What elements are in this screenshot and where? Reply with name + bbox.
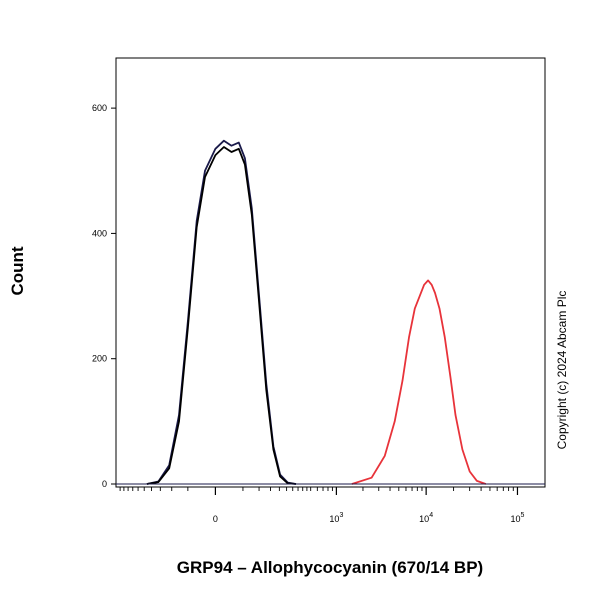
x-axis-ticks: 0 103 104 105 [119, 487, 525, 524]
x-tick-label-10000: 104 [419, 512, 433, 524]
y-tick-label-0: 0 [102, 479, 107, 489]
series-line-0 [146, 139, 297, 485]
copyright-notice: Copyright (c) 2024 Abcam Plc [555, 291, 569, 450]
x-tick-label-1000: 103 [329, 512, 343, 524]
series-line-1 [146, 146, 297, 485]
x-axis-title: GRP94 – Allophycocyanin (670/14 BP) [177, 558, 483, 577]
x-tick-label-0: 0 [213, 514, 218, 524]
y-tick-label-200: 200 [92, 354, 107, 364]
x-tick-label-100000: 105 [511, 512, 525, 524]
series-layer [116, 139, 545, 485]
y-axis-title: Count [8, 246, 27, 295]
y-tick-label-600: 600 [92, 103, 107, 113]
y-tick-label-400: 400 [92, 228, 107, 238]
y-axis-ticks: 0 200 400 600 [92, 103, 116, 489]
plot-frame [115, 57, 546, 488]
series-line-2 [351, 279, 487, 485]
